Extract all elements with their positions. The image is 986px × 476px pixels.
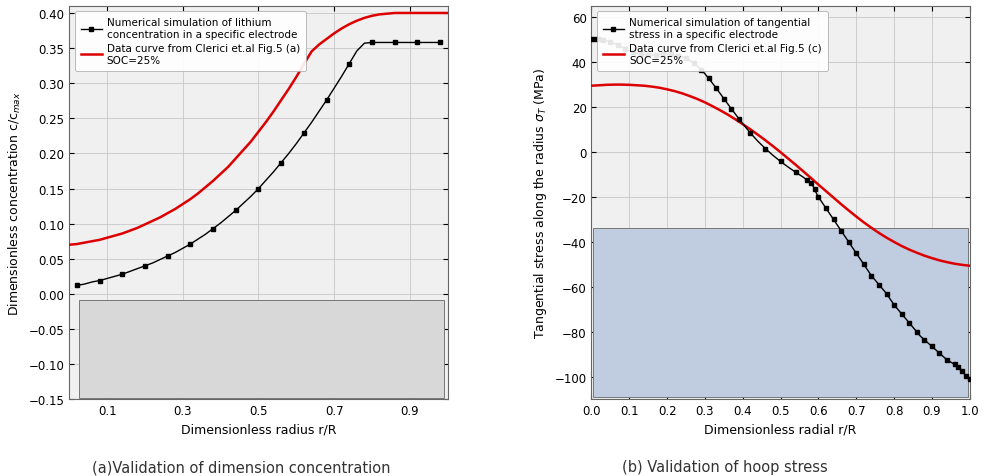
X-axis label: Dimensionless radius r/R: Dimensionless radius r/R <box>180 423 336 436</box>
Bar <box>594 229 968 397</box>
Bar <box>79 300 444 398</box>
Legend: Numerical simulation of lithium
concentration in a specific electrode, Data curv: Numerical simulation of lithium concentr… <box>75 12 307 72</box>
Legend: Numerical simulation of tangential
stress in a specific electrode, Data curve fr: Numerical simulation of tangential stres… <box>597 12 828 72</box>
Y-axis label: Tangential stress along the radius $\sigma_T$ (MPa): Tangential stress along the radius $\sig… <box>531 68 549 338</box>
X-axis label: Dimensionless radial r/R: Dimensionless radial r/R <box>704 423 857 436</box>
Text: (a)Validation of dimension concentration: (a)Validation of dimension concentration <box>93 459 390 474</box>
Text: (b) Validation of hoop stress: (b) Validation of hoop stress <box>622 459 827 474</box>
Y-axis label: Dimensionless concentration c/c$_{max}$: Dimensionless concentration c/c$_{max}$ <box>7 91 23 315</box>
